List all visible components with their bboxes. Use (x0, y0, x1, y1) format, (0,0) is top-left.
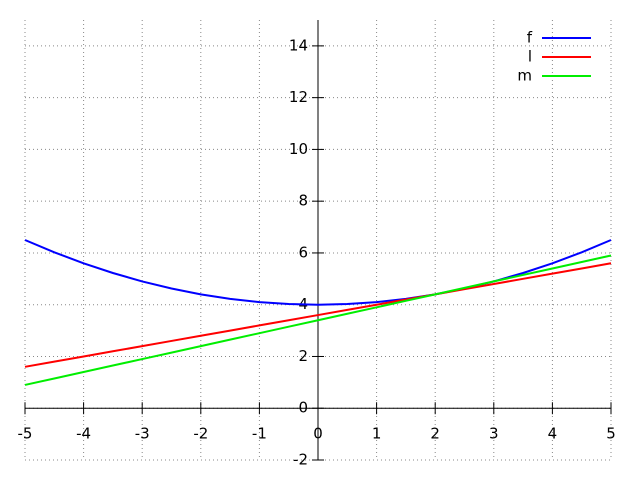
y-tick-label: 6 (298, 243, 308, 261)
legend-label: l (528, 48, 532, 66)
x-tick-label: 3 (489, 425, 499, 443)
x-tick-label: -5 (18, 425, 33, 443)
y-tick-label: 10 (289, 140, 308, 158)
legend-label: f (527, 29, 533, 47)
x-tick-label: -1 (252, 425, 267, 443)
x-tick-label: 5 (606, 425, 616, 443)
x-tick-label: 1 (372, 425, 382, 443)
y-tick-label: 14 (289, 36, 308, 54)
x-tick-label: -3 (135, 425, 150, 443)
x-tick-label: -4 (76, 425, 91, 443)
x-tick-label: 2 (430, 425, 440, 443)
y-tick-label: 12 (289, 88, 308, 106)
legend-label: m (517, 67, 532, 85)
series-line (24, 262, 612, 368)
y-tick-label: -2 (293, 451, 308, 469)
series-line (24, 254, 612, 386)
y-tick-label: 0 (298, 399, 308, 417)
x-tick-label: 0 (313, 425, 323, 443)
x-tick-label: -2 (193, 425, 208, 443)
series-line (24, 239, 612, 306)
y-tick-label: 8 (298, 192, 308, 210)
y-tick-label: 2 (298, 347, 308, 365)
x-tick-label: 4 (548, 425, 558, 443)
